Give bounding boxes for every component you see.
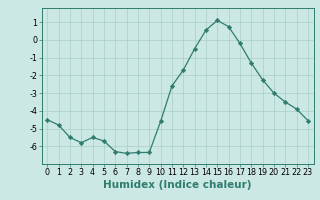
X-axis label: Humidex (Indice chaleur): Humidex (Indice chaleur) xyxy=(103,180,252,190)
